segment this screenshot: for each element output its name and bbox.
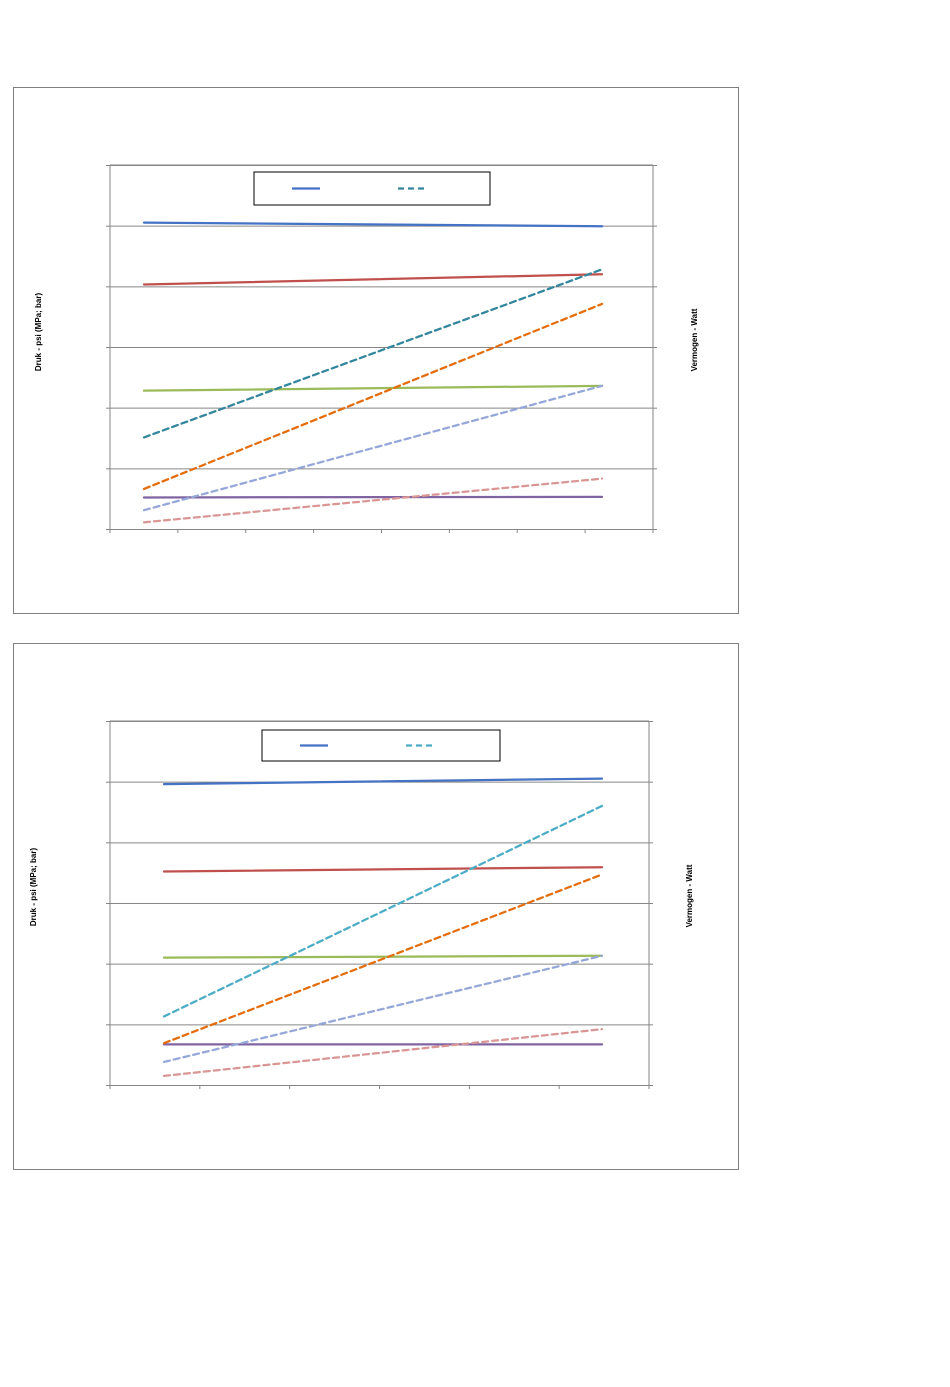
chart-2-series xyxy=(162,777,604,1078)
solid-series-line xyxy=(142,221,604,228)
dashed-series-line xyxy=(142,302,604,491)
legend-box xyxy=(253,171,491,206)
solid-series-line xyxy=(162,866,604,873)
chart-1-gridlines xyxy=(109,164,654,530)
dashed-series-line xyxy=(142,384,604,512)
chart-2-gridlines xyxy=(109,720,650,1086)
chart-2-y-axis-label: Druk - psi (MPa; bar) xyxy=(29,848,38,927)
dashed-series-line xyxy=(142,477,604,524)
chart-1-svg: Druk - psi (MPa; bar) Vermogen - Watt xyxy=(34,164,699,533)
chart-1-series xyxy=(142,221,604,524)
chart-1-y2-axis-label: Vermogen - Watt xyxy=(690,308,699,371)
legend-box xyxy=(261,729,501,762)
chart-2-svg: Druk - psi (MPa; bar) Vermogen - Watt xyxy=(29,720,694,1089)
chart-2: Druk - psi (MPa; bar) Vermogen - Watt xyxy=(13,643,739,1170)
dashed-series-line xyxy=(162,954,604,1064)
chart-1: Druk - psi (MPa; bar) Vermogen - Watt xyxy=(13,87,739,614)
dashed-series-line xyxy=(162,804,604,1018)
solid-series-line xyxy=(142,495,604,499)
chart-2-y2-axis-label: Vermogen - Watt xyxy=(685,864,694,927)
dashed-series-line xyxy=(142,268,604,439)
chart-2-ticks xyxy=(106,721,653,1089)
solid-series-line xyxy=(142,384,604,392)
chart-1-legend xyxy=(253,171,491,206)
dashed-series-line xyxy=(162,1028,604,1078)
dashed-series-line xyxy=(162,873,604,1045)
chart-2-legend xyxy=(261,729,501,762)
chart-1-y-axis-label: Druk - psi (MPa; bar) xyxy=(34,293,43,372)
solid-series-line xyxy=(162,777,604,786)
chart-1-ticks xyxy=(106,165,657,533)
solid-series-line xyxy=(162,954,604,959)
solid-series-line xyxy=(142,273,604,286)
